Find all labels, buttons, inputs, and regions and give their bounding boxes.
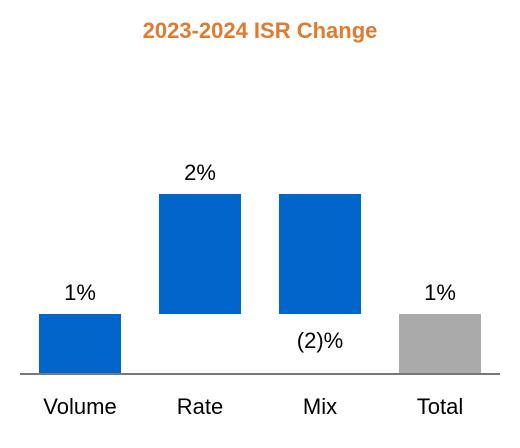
bar-mix xyxy=(279,194,361,314)
bar-rate xyxy=(159,194,241,314)
data-label-volume: 1% xyxy=(64,280,96,305)
data-label-mix: (2)% xyxy=(297,328,343,353)
x-tick-label-total: Total xyxy=(417,394,463,419)
x-tick-label-volume: Volume xyxy=(43,394,116,419)
data-label-total: 1% xyxy=(424,280,456,305)
x-tick-label-mix: Mix xyxy=(303,394,337,419)
x-tick-label-rate: Rate xyxy=(177,394,223,419)
bars-group xyxy=(39,194,481,374)
data-label-rate: 2% xyxy=(184,160,216,185)
bar-volume xyxy=(39,314,121,374)
chart-title: 2023-2024 ISR Change xyxy=(143,18,378,43)
bar-total xyxy=(399,314,481,374)
data-labels-group: 1% 2% (2)% 1% xyxy=(64,160,456,353)
tick-labels-group: Volume Rate Mix Total xyxy=(43,394,463,419)
